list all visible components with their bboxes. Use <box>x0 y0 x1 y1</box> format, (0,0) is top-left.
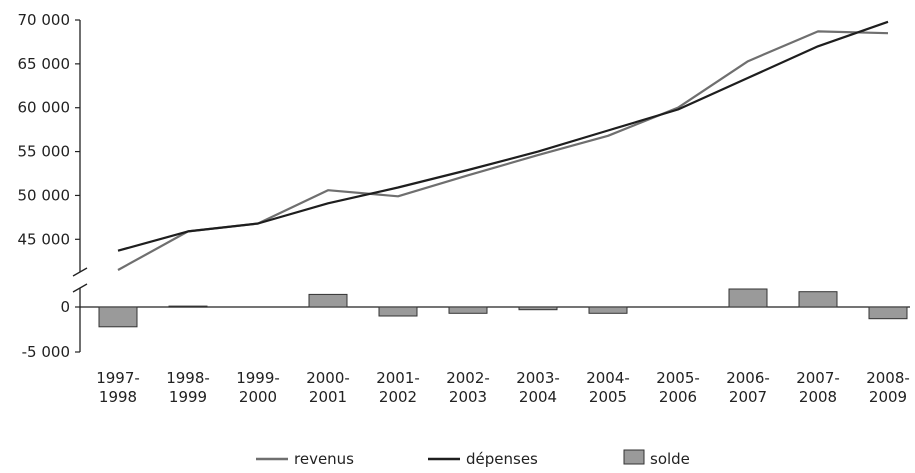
x-tick-label: 1997-1998 <box>96 369 140 406</box>
x-tick-label: 2005-2006 <box>656 369 700 406</box>
bar-solde-0 <box>98 306 138 328</box>
y-tick-label: 70 000 <box>18 11 71 29</box>
y-tick-label: 60 000 <box>18 99 71 117</box>
axes <box>72 19 910 353</box>
x-tick-label: 2008-2009 <box>866 369 910 406</box>
legend-swatch-solde <box>623 449 645 465</box>
bar-solde-10 <box>798 291 838 308</box>
legend-label-revenus: revenus <box>294 450 354 468</box>
axis-break-mark <box>72 267 88 277</box>
x-tick-label: 2007-2008 <box>796 369 840 406</box>
y-tick-label: 55 000 <box>18 143 71 161</box>
x-tick-label: 2006-2007 <box>726 369 770 406</box>
x-tick-label: 2002-2003 <box>446 369 490 406</box>
legend-label-depenses: dépenses <box>466 450 538 468</box>
x-tick-labels: 1997-1998 1998-1999 1999-2000 2000-2001 2001… <box>96 369 910 406</box>
legend-label-solde: solde <box>650 450 690 468</box>
bar-solde-3 <box>308 293 348 308</box>
x-tick-label: 2004-2005 <box>586 369 630 406</box>
series-lines <box>117 20 889 271</box>
y-tick-label: -5 000 <box>22 343 70 361</box>
x-tick-label: 2000-2001 <box>306 369 350 406</box>
y-tick-labels: 70 000 65 000 60 000 55 000 50 000 45 000 0 -5 … <box>18 11 71 361</box>
y-tick-label: 45 000 <box>18 230 71 248</box>
x-tick-label: 2001-2002 <box>376 369 420 406</box>
bar-solde-4 <box>378 306 418 317</box>
bar-solde-6 <box>518 306 558 311</box>
bar-solde-5 <box>448 306 488 314</box>
solde-bars <box>98 288 908 328</box>
y-tick-label: 50 000 <box>18 186 71 204</box>
bar-solde-7 <box>588 306 628 314</box>
x-tick-label: 2003-2004 <box>516 369 560 406</box>
bar-solde-9 <box>728 288 768 308</box>
bar-solde-11 <box>868 306 908 320</box>
axis-break-mark <box>72 283 88 293</box>
y-tick-label: 0 <box>60 298 70 316</box>
bar-solde-1 <box>168 305 208 308</box>
x-tick-label: 1999-2000 <box>236 369 280 406</box>
legend: revenus dépenses solde <box>256 449 690 468</box>
line-dépenses <box>117 20 889 252</box>
x-tick-label: 1998-1999 <box>166 369 210 406</box>
y-tick-label: 65 000 <box>18 55 71 73</box>
